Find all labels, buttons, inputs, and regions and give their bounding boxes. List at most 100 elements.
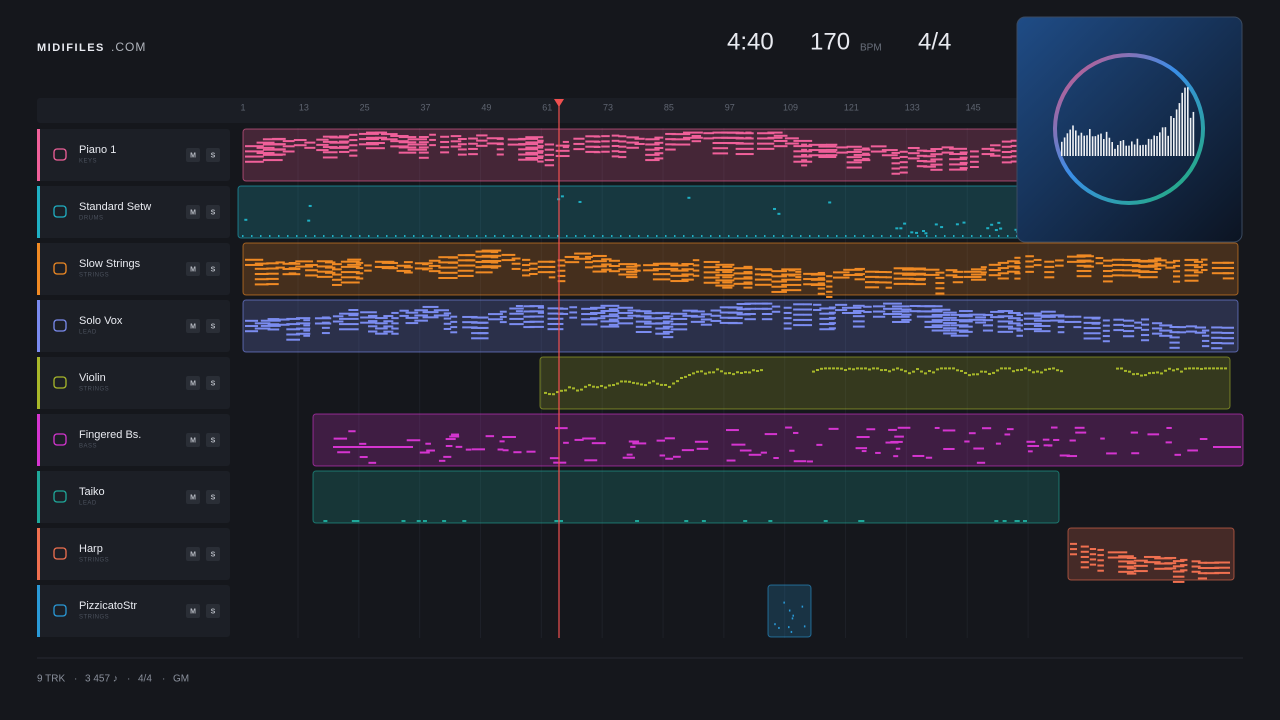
solo-button[interactable]	[206, 547, 220, 561]
note	[1033, 314, 1051, 317]
note	[810, 273, 826, 276]
note	[1172, 560, 1185, 563]
note	[1196, 367, 1199, 370]
mute-button[interactable]	[186, 319, 200, 333]
note	[863, 235, 865, 237]
note	[296, 327, 311, 330]
note	[1006, 428, 1014, 431]
note	[826, 285, 833, 288]
visualizer-bar	[1184, 87, 1186, 156]
solo-button[interactable]	[206, 205, 220, 219]
note	[1089, 553, 1097, 556]
note	[900, 368, 903, 371]
note	[825, 143, 838, 146]
visualizer-bar	[1089, 129, 1091, 156]
footer-meter: 4/4	[138, 674, 152, 685]
mute-button[interactable]	[186, 262, 200, 276]
note	[511, 267, 521, 270]
mute-button[interactable]	[186, 376, 200, 390]
note	[640, 383, 643, 386]
note	[537, 260, 553, 263]
note	[450, 140, 462, 143]
solo-button[interactable]	[206, 376, 220, 390]
note	[331, 268, 342, 271]
solo-label: S	[211, 152, 216, 159]
solo-button[interactable]	[206, 433, 220, 447]
note	[950, 319, 969, 322]
note	[881, 149, 898, 152]
note	[626, 141, 639, 144]
clip	[242, 299, 1239, 353]
note	[1159, 329, 1173, 332]
solo-button[interactable]	[206, 490, 220, 504]
note	[744, 307, 756, 310]
clip	[312, 413, 1244, 467]
visualizer-bar	[1139, 145, 1141, 156]
note	[584, 266, 593, 269]
note	[477, 326, 487, 329]
note	[329, 141, 349, 144]
note	[1111, 274, 1125, 277]
note	[959, 310, 973, 313]
note	[760, 274, 773, 277]
note	[727, 316, 743, 319]
note	[564, 255, 580, 258]
note	[735, 142, 754, 145]
note	[990, 154, 1001, 157]
visualizer-panel	[1016, 16, 1243, 243]
note	[660, 383, 663, 386]
note	[656, 235, 658, 237]
mute-button[interactable]	[186, 148, 200, 162]
visualizer-bar	[1187, 87, 1189, 156]
note	[899, 227, 903, 230]
note	[924, 320, 943, 323]
note	[846, 166, 862, 169]
mute-button[interactable]	[186, 433, 200, 447]
note	[438, 271, 458, 274]
track-stripe	[37, 528, 40, 580]
note	[296, 317, 311, 320]
note	[391, 317, 399, 320]
note	[1147, 259, 1167, 262]
solo-button[interactable]	[206, 319, 220, 333]
track-name: Standard Setw	[79, 201, 151, 213]
note	[715, 279, 735, 282]
note	[348, 308, 359, 311]
note	[332, 315, 344, 318]
note	[331, 273, 342, 276]
note	[1143, 555, 1161, 558]
note	[581, 307, 598, 310]
note	[964, 371, 967, 374]
note	[808, 149, 827, 152]
playhead-handle[interactable]	[554, 99, 564, 107]
mute-button[interactable]	[186, 604, 200, 618]
note	[635, 310, 652, 313]
mute-button[interactable]	[186, 205, 200, 219]
note	[665, 143, 676, 146]
mute-button[interactable]	[186, 547, 200, 561]
solo-button[interactable]	[206, 148, 220, 162]
note	[1180, 569, 1188, 572]
mute-label: M	[190, 437, 196, 444]
track-icon	[53, 490, 67, 503]
solo-button[interactable]	[206, 262, 220, 276]
note	[819, 323, 835, 326]
note	[244, 218, 248, 221]
mute-button[interactable]	[186, 490, 200, 504]
visualizer-bar	[1103, 139, 1105, 156]
note	[1164, 562, 1177, 565]
note	[760, 268, 773, 271]
note	[557, 312, 569, 315]
note	[521, 235, 523, 237]
note	[894, 435, 904, 438]
note	[891, 162, 900, 165]
note	[1154, 557, 1173, 560]
note	[996, 369, 999, 372]
note	[368, 461, 377, 464]
note	[383, 315, 394, 318]
solo-button[interactable]	[206, 604, 220, 618]
note	[768, 520, 773, 522]
note	[1193, 266, 1203, 269]
note	[490, 266, 499, 269]
note	[1024, 367, 1027, 370]
